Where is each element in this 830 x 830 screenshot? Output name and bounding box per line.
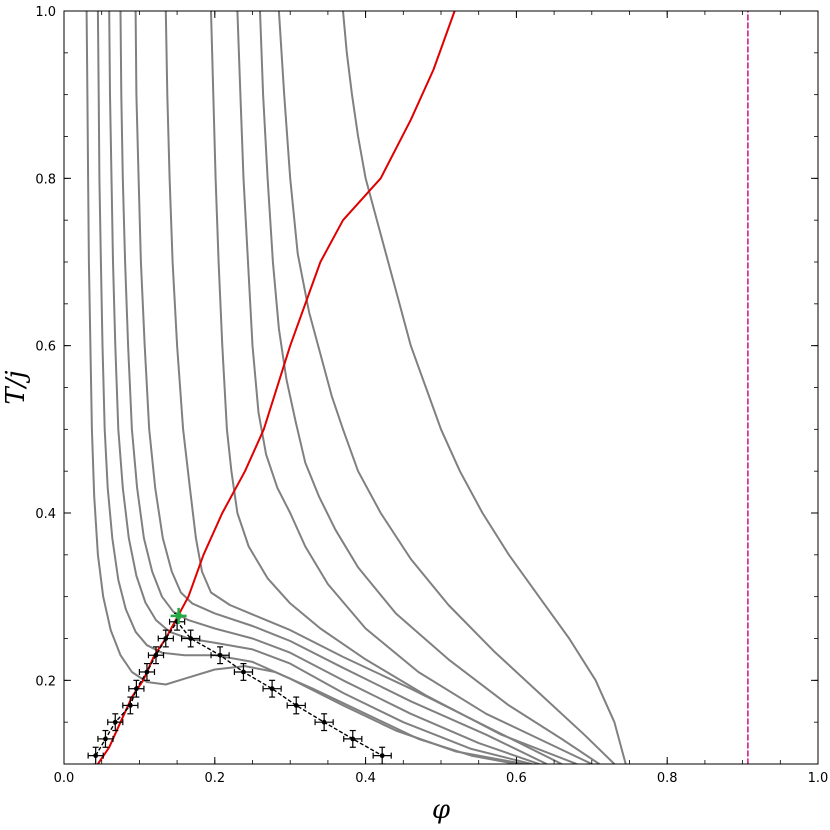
data-point-12: [233, 662, 254, 681]
gray-curve-11: [342, 11, 627, 764]
gray-curve-10: [277, 11, 616, 764]
ticks-layer: 0.0 0.2 0.4 0.6 0.8 1.0 0.2 0.4 0.6 0.8 1.0: [35, 5, 828, 786]
x-tick-label: 1.0: [808, 771, 829, 786]
gray-curve-2: [96, 11, 525, 764]
y-axis-title: T/j: [1, 370, 31, 404]
data-point-4: [122, 696, 139, 715]
data-point-7: [147, 646, 165, 665]
x-tick-label: 0.6: [506, 771, 527, 786]
red-curve: [96, 11, 456, 764]
data-point-17: [372, 746, 392, 764]
data-point-14: [286, 696, 306, 715]
x-tick-label: 0.8: [657, 771, 678, 786]
y-tick-label: 0.4: [35, 507, 56, 522]
y-tick-label: 1.0: [35, 5, 56, 20]
gray-curve-4: [119, 11, 540, 764]
plot-frame: [63, 10, 819, 765]
plot-area: [85, 11, 749, 764]
x-axis-title: φ: [432, 795, 451, 825]
data-point-15: [314, 713, 334, 732]
data-point-13: [262, 679, 282, 698]
plot-layer: [85, 11, 749, 764]
gray-curve-1: [85, 11, 518, 764]
y-tick-label: 0.2: [35, 674, 56, 689]
data-point-16: [343, 729, 363, 748]
y-tick-label: 0.8: [35, 172, 56, 187]
gray-curve-7: [210, 11, 578, 764]
data-point-11: [210, 646, 230, 665]
y-tick-label: 0.6: [35, 340, 56, 355]
x-tick-label: 0.0: [54, 771, 75, 786]
data-point-10: [181, 629, 201, 648]
data-point-6: [138, 662, 156, 681]
gray-curve-6: [164, 11, 563, 764]
x-tick-label: 0.2: [204, 771, 225, 786]
gray-curve-9: [259, 11, 601, 764]
x-tick-label: 0.4: [355, 771, 376, 786]
data-point-1: [87, 746, 104, 764]
gray-curve-5: [134, 11, 548, 764]
gray-curve-3: [108, 11, 533, 764]
data-point-2: [97, 729, 114, 748]
data-point-5: [128, 679, 145, 698]
data-point-3: [107, 713, 124, 732]
critical-point-marker: [170, 607, 187, 624]
gray-curve-8: [236, 11, 593, 764]
data-point-8: [157, 629, 174, 648]
